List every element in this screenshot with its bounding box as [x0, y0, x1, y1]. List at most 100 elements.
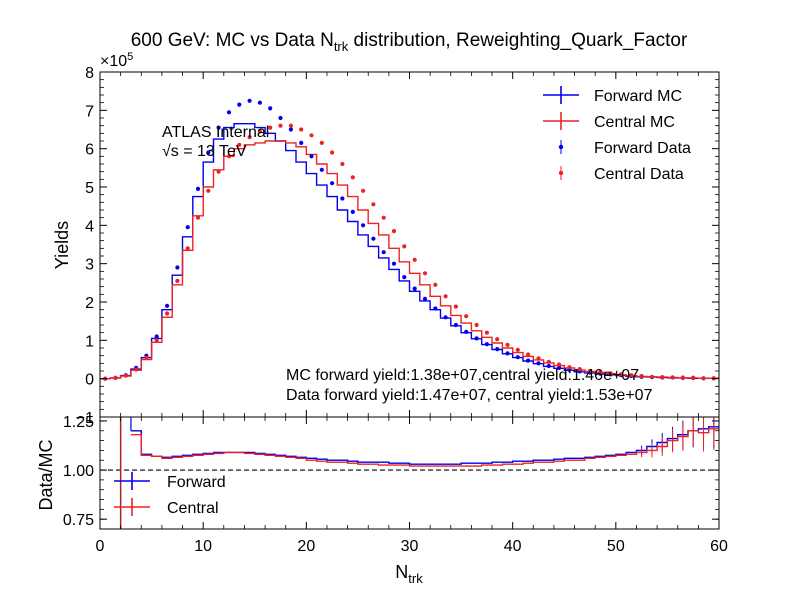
data-point-central-data — [495, 337, 500, 342]
y-tick-label-ratio: 0.75 — [63, 512, 94, 529]
data-point-forward-data — [340, 196, 345, 201]
data-point-central-data — [185, 246, 190, 251]
y-tick-label-main: 7 — [85, 103, 94, 120]
data-point-central-data — [330, 150, 335, 155]
data-point-central-data — [433, 282, 438, 287]
title-tail: distribution, Reweighting_Quark_Factor — [348, 30, 688, 51]
data-point-central-data — [505, 342, 510, 347]
x-axis-label-main: N — [395, 562, 408, 582]
data-point-forward-data — [288, 127, 293, 132]
data-point-central-data — [278, 123, 283, 128]
data-point-forward-data — [216, 125, 221, 130]
data-point-central-data — [216, 169, 221, 174]
data-point-central-data — [484, 330, 489, 335]
data-point-central-data — [402, 244, 407, 249]
data-point-forward-data — [268, 106, 273, 111]
data-point-forward-data — [381, 250, 386, 255]
data-point-central-data — [268, 125, 273, 130]
data-point-central-data — [536, 356, 541, 361]
main-legend: Forward MC Central MC Forward Data Centr… — [543, 86, 691, 183]
data-point-central-data — [144, 355, 149, 360]
data-yield-text: Data forward yield:1.47e+07, central yie… — [286, 387, 653, 404]
data-point-central-data — [113, 375, 118, 380]
data-point-forward-data — [175, 265, 180, 270]
data-point-forward-data — [195, 186, 201, 191]
data-point-central-data — [288, 123, 293, 128]
data-point-central-data — [412, 257, 417, 262]
title-subscript: trk — [334, 39, 349, 54]
data-point-forward-data — [206, 150, 211, 155]
data-point-forward-data — [278, 115, 283, 121]
x-tick-label: 30 — [401, 538, 419, 555]
main-panel: −1 0 1 2 3 4 5 6 7 8 — [76, 65, 720, 427]
data-point-central-data — [319, 140, 324, 145]
legend-label-central-data: Central Data — [594, 166, 684, 183]
series-line-central-mc — [100, 140, 719, 380]
data-point-forward-data — [154, 334, 159, 339]
data-point-forward-data — [330, 181, 335, 186]
data-point-forward-data — [557, 365, 562, 370]
x-tick-label: 50 — [607, 538, 625, 555]
data-point-central-data — [422, 271, 428, 276]
legend-entry-central-mc: Central MC — [543, 112, 675, 131]
data-point-forward-data — [299, 140, 304, 145]
x-tick-label: 40 — [504, 538, 522, 555]
y-axis-label-main: Yields — [52, 221, 72, 269]
x-tick-label: 60 — [710, 538, 728, 555]
data-point-forward-data — [361, 223, 366, 228]
data-point-central-data — [649, 374, 655, 379]
y-scale-exponent: ×105 — [100, 51, 133, 70]
data-point-forward-data — [402, 275, 407, 280]
y-tick-label-main: −1 — [76, 410, 94, 427]
y-tick-label-main: 0 — [85, 372, 94, 389]
legend-entry-forward-mc: Forward MC — [543, 86, 682, 105]
data-point-forward-data — [505, 351, 510, 356]
title-main: 600 GeV: MC vs Data N — [131, 30, 334, 51]
data-point-forward-data — [474, 336, 479, 341]
data-point-forward-data — [515, 355, 520, 360]
data-point-central-data — [464, 314, 469, 319]
data-point-central-data — [453, 304, 458, 309]
data-point-forward-data — [464, 329, 469, 334]
data-point-central-data — [237, 142, 242, 147]
data-point-central-data — [546, 359, 551, 364]
data-point-forward-data — [546, 363, 551, 369]
data-point-central-data — [670, 375, 675, 380]
energy-label: √s = 13 TeV — [162, 143, 247, 160]
data-point-forward-data — [309, 154, 314, 159]
data-point-central-data — [361, 188, 366, 193]
legend-entry-forward: Forward — [114, 472, 226, 491]
data-point-central-data — [526, 352, 531, 357]
data-point-central-data — [226, 154, 232, 159]
atlas-label: ATLAS Internal — [162, 124, 269, 141]
legend-entry-central: Central — [114, 498, 219, 517]
legend-label-central-mc: Central MC — [594, 114, 675, 131]
data-point-forward-data — [226, 110, 232, 115]
data-point-central-data — [340, 161, 345, 167]
data-point-forward-data — [319, 167, 324, 172]
data-point-central-data — [206, 188, 211, 193]
data-point-central-data — [639, 373, 644, 379]
data-point-central-data — [557, 362, 562, 367]
data-point-forward-data — [484, 342, 489, 347]
data-point-forward-data — [185, 225, 190, 230]
exponent-base: ×10 — [100, 53, 127, 70]
data-point-central-data — [309, 133, 314, 138]
data-point-forward-data — [443, 315, 448, 320]
y-tick-label-main: 4 — [85, 218, 94, 235]
data-point-central-data — [175, 278, 180, 283]
data-point-central-data — [567, 365, 572, 370]
data-point-central-data — [123, 373, 128, 378]
x-axis-label: Ntrk — [395, 562, 423, 586]
ratio-panel: 0 10 20 30 40 50 600.751.001.25 — [63, 72, 728, 555]
data-point-central-data — [154, 338, 159, 343]
energy-sqrt-s: √s — [162, 143, 179, 160]
data-point-forward-data — [526, 358, 531, 363]
y-axis-label-ratio: Data/MC — [36, 439, 56, 510]
mc-yield-text: MC forward yield:1.38e+07,central yield:… — [286, 367, 639, 384]
data-point-central-data — [391, 229, 397, 234]
data-point-forward-data — [453, 322, 458, 328]
data-point-central-data — [134, 367, 139, 372]
y-tick-label-main: 8 — [85, 65, 94, 82]
data-point-central-data — [587, 368, 593, 374]
